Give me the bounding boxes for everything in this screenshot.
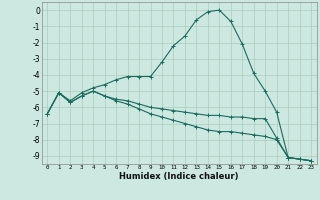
X-axis label: Humidex (Indice chaleur): Humidex (Indice chaleur) <box>119 172 239 181</box>
